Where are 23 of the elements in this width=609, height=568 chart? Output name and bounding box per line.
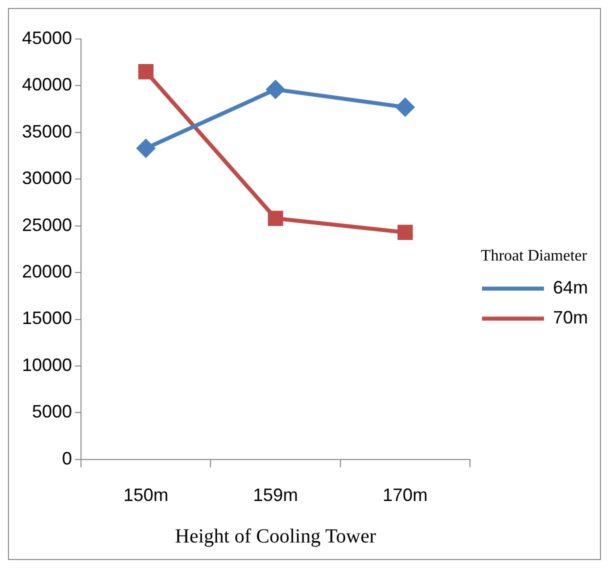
point (396, 98, 414, 116)
y-tick-label: 45000 (22, 28, 72, 48)
legend-title: Throat Diameter (480, 248, 588, 265)
x-tick-label: 170m (382, 485, 428, 506)
legend-label: 70m (552, 308, 588, 328)
legend-label: 64m (552, 278, 588, 298)
y-tick-label: 35000 (22, 121, 72, 142)
point (398, 224, 413, 240)
y-tick-label: 40000 (22, 74, 72, 95)
y-tick-label: 0 (62, 448, 72, 468)
y-tick-label: 20000 (22, 262, 72, 282)
y-tick-label: 10000 (22, 354, 72, 375)
point (136, 139, 155, 158)
y-tick-label: 5000 (32, 402, 72, 422)
y-tick-label: 30000 (22, 168, 72, 188)
point (138, 64, 154, 80)
y-tick-label: 15000 (22, 308, 72, 328)
x-tick-label: 150m (123, 485, 168, 506)
point (266, 80, 285, 98)
y-tick-label: 25000 (22, 214, 72, 235)
x-tick-label: 159m (253, 485, 298, 506)
x-axis-title: Height of Cooling Tower (175, 525, 376, 548)
point (268, 210, 284, 226)
